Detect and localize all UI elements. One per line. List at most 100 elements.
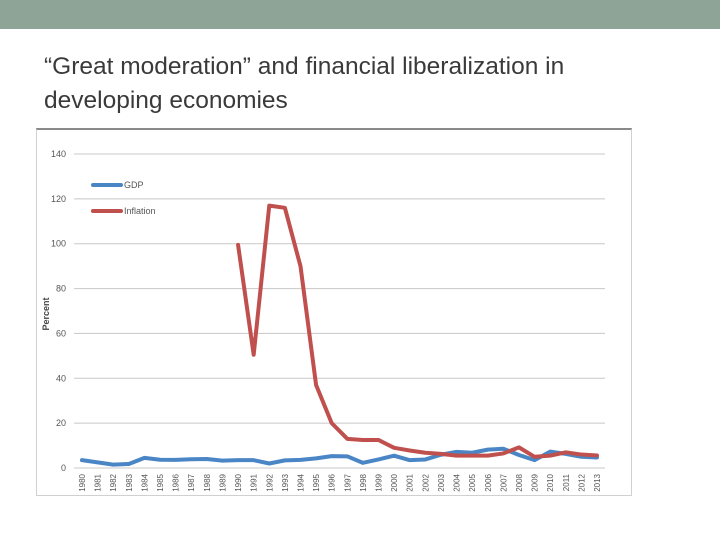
data-point: [314, 457, 318, 460]
data-point: [455, 454, 458, 457]
data-point: [377, 458, 380, 461]
data-point: [190, 458, 193, 461]
x-tick-label: 1984: [140, 473, 149, 491]
legend-label: Inflation: [124, 206, 156, 216]
data-point: [470, 454, 474, 457]
data-point: [221, 459, 224, 462]
data-point: [361, 461, 365, 465]
data-point: [517, 446, 521, 449]
data-point: [330, 454, 333, 458]
data-point: [80, 458, 84, 462]
x-tick-label: 1997: [343, 473, 352, 491]
data-point: [330, 421, 333, 425]
data-point: [158, 458, 162, 461]
x-tick-label: 1994: [296, 473, 305, 491]
y-axis-ticks: 0 20 40 60 80 100 120 140: [51, 149, 66, 473]
data-point: [470, 451, 474, 454]
x-tick-label: 2000: [390, 473, 399, 491]
data-point: [143, 456, 146, 460]
x-tick-label: 1991: [250, 473, 259, 491]
data-point: [127, 462, 131, 466]
y-tick-label: 60: [56, 328, 66, 338]
data-point: [268, 204, 271, 207]
data-point: [408, 458, 411, 462]
x-tick-label: 2008: [515, 473, 524, 491]
data-point: [392, 454, 396, 457]
y-tick-label: 120: [51, 194, 66, 204]
y-tick-label: 40: [56, 373, 66, 383]
x-tick-label: 1989: [218, 473, 227, 491]
data-point: [533, 458, 536, 462]
data-point: [112, 463, 115, 466]
data-point: [564, 451, 567, 454]
x-tick-label: 2004: [453, 473, 462, 491]
data-point: [455, 450, 458, 454]
data-point: [283, 206, 287, 210]
x-tick-label: 1982: [109, 473, 118, 491]
y-tick-label: 140: [51, 149, 66, 159]
legend-label: GDP: [124, 180, 144, 190]
data-point: [268, 462, 271, 465]
x-tick-label: 1998: [359, 473, 368, 491]
data-point: [486, 454, 489, 457]
x-tick-label: 1983: [125, 473, 134, 491]
x-tick-label: 1999: [375, 473, 384, 491]
data-point: [424, 458, 427, 461]
x-tick-label: 2009: [531, 473, 540, 491]
data-point: [595, 454, 599, 457]
data-point: [439, 452, 443, 456]
data-point: [236, 243, 240, 247]
data-point: [299, 264, 302, 268]
data-point: [408, 449, 411, 452]
grid: [74, 153, 605, 469]
data-point: [96, 461, 99, 464]
x-tick-label: 1995: [312, 473, 321, 491]
legend: GDP Inflation: [91, 180, 156, 216]
slide-title: “Great moderation” and financial liberal…: [44, 53, 565, 114]
data-point: [252, 458, 255, 462]
x-tick-label: 2002: [421, 473, 430, 491]
x-tick-label: 2005: [468, 473, 477, 491]
data-point: [205, 457, 209, 461]
y-tick-label: 100: [51, 239, 66, 249]
data-point: [486, 448, 489, 451]
data-point: [548, 454, 552, 457]
y-tick-label: 0: [61, 463, 66, 473]
x-tick-label: 1988: [203, 473, 212, 491]
x-tick-label: 1990: [234, 473, 243, 491]
data-point: [236, 458, 240, 462]
data-point: [502, 447, 505, 450]
data-point: [548, 450, 552, 453]
data-point: [346, 437, 349, 441]
x-tick-label: 1987: [187, 473, 196, 491]
data-point: [392, 446, 396, 450]
data-point: [299, 458, 302, 462]
x-tick-label: 2013: [593, 473, 602, 491]
x-tick-label: 1993: [281, 473, 290, 491]
x-tick-label: 1996: [328, 473, 337, 491]
chart-container: 0 20 40 60 80 100 120 140 1980 1981 1982 1983 1984 1…: [36, 128, 632, 496]
series: [80, 203, 599, 467]
y-tick-label: 80: [56, 284, 66, 294]
y-axis-label: Percent: [41, 297, 51, 330]
series-line: [80, 446, 599, 467]
data-point: [174, 458, 177, 462]
data-point: [346, 455, 349, 458]
top-bar: [0, 0, 720, 29]
data-point: [377, 438, 380, 442]
data-point: [424, 451, 427, 454]
data-point: [517, 453, 521, 457]
x-tick-label: 2011: [562, 473, 571, 491]
data-point: [314, 383, 318, 387]
x-tick-label: 2010: [546, 473, 555, 491]
series-line: [236, 203, 599, 459]
x-tick-label: 1980: [78, 473, 87, 491]
data-point: [533, 455, 536, 458]
x-tick-label: 1981: [94, 473, 103, 491]
x-tick-label: 2003: [437, 473, 446, 491]
data-point: [361, 438, 365, 442]
x-tick-label: 1986: [172, 473, 181, 491]
x-tick-label: 2012: [577, 473, 586, 491]
x-axis-ticks: 1980 1981 1982 1983 1984 1985 1986 1987 1988 1989…: [78, 473, 602, 491]
